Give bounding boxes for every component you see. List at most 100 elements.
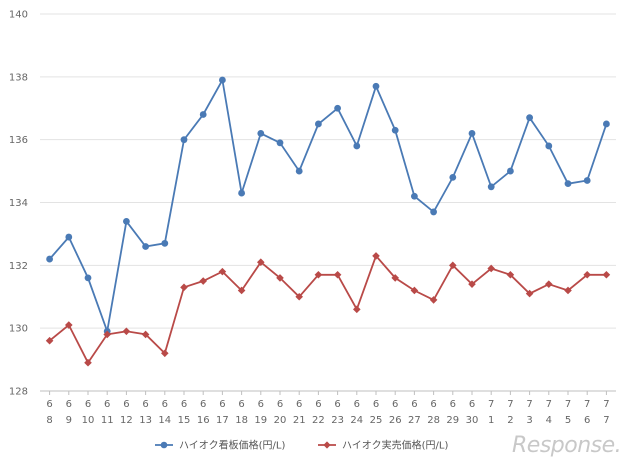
- x-tick-label-day: 1: [488, 415, 494, 426]
- data-point: [141, 330, 150, 339]
- data-point: [410, 286, 419, 295]
- data-point: [276, 139, 284, 147]
- data-point: [391, 274, 399, 282]
- x-tick-label-day: 7: [603, 415, 609, 426]
- data-point: [218, 267, 227, 276]
- x-tick-label-month: 6: [296, 399, 302, 410]
- x-tick-label-day: 20: [274, 415, 287, 426]
- data-point: [334, 104, 341, 112]
- x-tick-label-month: 7: [584, 399, 590, 410]
- x-tick-label-day: 10: [82, 415, 95, 426]
- data-point: [199, 277, 207, 285]
- x-tick-label-day: 16: [197, 415, 210, 426]
- grid-lines: [40, 13, 616, 392]
- y-tick-label: 128: [9, 387, 28, 398]
- data-point: [219, 76, 226, 84]
- data-point: [333, 270, 342, 279]
- x-tick-label-day: 22: [312, 415, 325, 426]
- data-point: [353, 305, 361, 314]
- series-line: [49, 254, 607, 365]
- x-tick-label-month: 6: [123, 399, 129, 410]
- x-tick-label-month: 6: [66, 399, 72, 410]
- x-tick-label-day: 19: [254, 415, 267, 426]
- x-tick-label-day: 15: [178, 415, 191, 426]
- data-point: [449, 261, 457, 270]
- series-1: [46, 76, 610, 335]
- data-point: [84, 274, 92, 282]
- x-tick-label-month: 6: [104, 399, 110, 410]
- data-point: [180, 136, 188, 144]
- data-point: [257, 258, 265, 266]
- data-point: [468, 129, 476, 137]
- legend-item: ハイオク看板価格(円/L): [155, 439, 285, 452]
- x-tick-label-month: 6: [430, 399, 436, 410]
- x-tick-label-month: 7: [546, 399, 552, 410]
- x-tick-label-day: 9: [66, 415, 72, 426]
- x-tick-label-month: 7: [507, 399, 513, 410]
- data-point: [506, 270, 515, 279]
- x-tick-label-month: 6: [315, 399, 321, 410]
- data-point: [430, 208, 437, 216]
- x-tick-label-day: 21: [293, 415, 306, 426]
- x-tick-label-day: 2: [507, 415, 513, 426]
- data-point: [238, 189, 246, 197]
- data-point: [487, 183, 495, 191]
- data-point: [391, 126, 399, 134]
- x-axis: 6869610611612613614615616617618619620621…: [46, 391, 610, 426]
- x-tick-label-month: 7: [526, 399, 532, 410]
- data-point: [583, 270, 591, 279]
- data-point: [276, 274, 284, 282]
- data-point: [122, 327, 131, 336]
- data-point: [449, 173, 457, 181]
- watermark-text: Response.: [512, 433, 621, 458]
- x-tick-label-day: 11: [101, 415, 114, 426]
- data-point: [525, 289, 534, 298]
- data-point: [468, 280, 476, 288]
- x-tick-label-day: 23: [331, 415, 344, 426]
- data-point: [545, 142, 553, 150]
- watermark-logo: Response.: [512, 433, 622, 458]
- data-point: [583, 177, 591, 184]
- data-point: [161, 239, 169, 247]
- data-point: [123, 217, 130, 225]
- data-point: [314, 270, 323, 279]
- x-tick-label-month: 6: [450, 399, 456, 410]
- x-tick-label-day: 14: [158, 415, 171, 426]
- x-tick-label-day: 13: [139, 415, 152, 426]
- data-point: [161, 349, 169, 358]
- data-point: [526, 114, 533, 122]
- legend-marker: [160, 441, 168, 449]
- x-tick-label-day: 27: [408, 415, 421, 426]
- x-tick-label-day: 28: [427, 415, 440, 426]
- x-tick-label-month: 6: [238, 399, 244, 410]
- y-tick-label: 136: [9, 135, 28, 146]
- legend-label: ハイオク実売価格(円/L): [342, 439, 448, 452]
- data-point: [199, 111, 207, 118]
- y-axis: 128 130 132 134 136 138 140: [9, 10, 28, 398]
- x-tick-label-month: 6: [334, 399, 340, 410]
- x-tick-label-day: 5: [565, 415, 571, 426]
- x-tick-label-day: 8: [46, 415, 52, 426]
- y-tick-label: 134: [9, 198, 28, 209]
- x-tick-label-month: 6: [469, 399, 475, 410]
- x-tick-label-day: 18: [235, 415, 248, 426]
- x-tick-label-month: 6: [277, 399, 283, 410]
- data-point: [84, 358, 92, 367]
- data-point: [65, 321, 73, 329]
- x-tick-label-month: 6: [200, 399, 206, 410]
- x-tick-label-month: 6: [373, 399, 379, 410]
- legend-item: ハイオク実売価格(円/L): [318, 439, 448, 452]
- x-tick-label-month: 6: [85, 399, 91, 410]
- x-tick-label-month: 6: [162, 399, 168, 410]
- data-point: [507, 167, 514, 175]
- legend: ハイオク看板価格(円/L) ハイオク実売価格(円/L): [155, 439, 448, 452]
- data-point: [315, 120, 322, 128]
- legend-marker: [323, 441, 331, 449]
- series-line: [48, 77, 608, 335]
- y-tick-label: 138: [9, 72, 28, 83]
- series-2: [45, 252, 611, 367]
- x-tick-label-month: 6: [354, 399, 360, 410]
- data-point: [603, 120, 610, 128]
- data-point: [545, 280, 553, 288]
- x-tick-label-month: 6: [46, 399, 52, 410]
